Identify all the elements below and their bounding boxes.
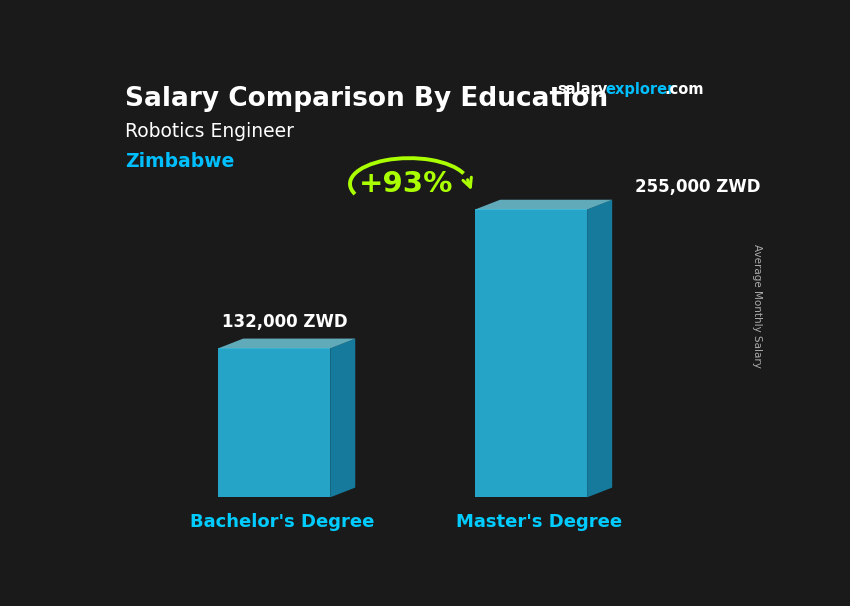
Text: Robotics Engineer: Robotics Engineer (125, 122, 294, 141)
Polygon shape (587, 200, 612, 498)
Text: .com: .com (665, 82, 705, 97)
Text: 132,000 ZWD: 132,000 ZWD (222, 313, 347, 331)
Text: Bachelor's Degree: Bachelor's Degree (190, 513, 374, 531)
Text: Master's Degree: Master's Degree (456, 513, 621, 531)
Text: +93%: +93% (359, 170, 453, 198)
Text: 255,000 ZWD: 255,000 ZWD (635, 178, 761, 196)
Polygon shape (475, 210, 587, 498)
Text: explorer: explorer (605, 82, 675, 97)
Polygon shape (218, 339, 355, 348)
Polygon shape (330, 339, 355, 498)
Text: Average Monthly Salary: Average Monthly Salary (752, 244, 762, 368)
Polygon shape (218, 348, 330, 498)
Text: Zimbabwe: Zimbabwe (125, 152, 234, 171)
Text: salary: salary (558, 82, 608, 97)
Polygon shape (475, 200, 612, 210)
Text: Salary Comparison By Education: Salary Comparison By Education (125, 86, 608, 112)
